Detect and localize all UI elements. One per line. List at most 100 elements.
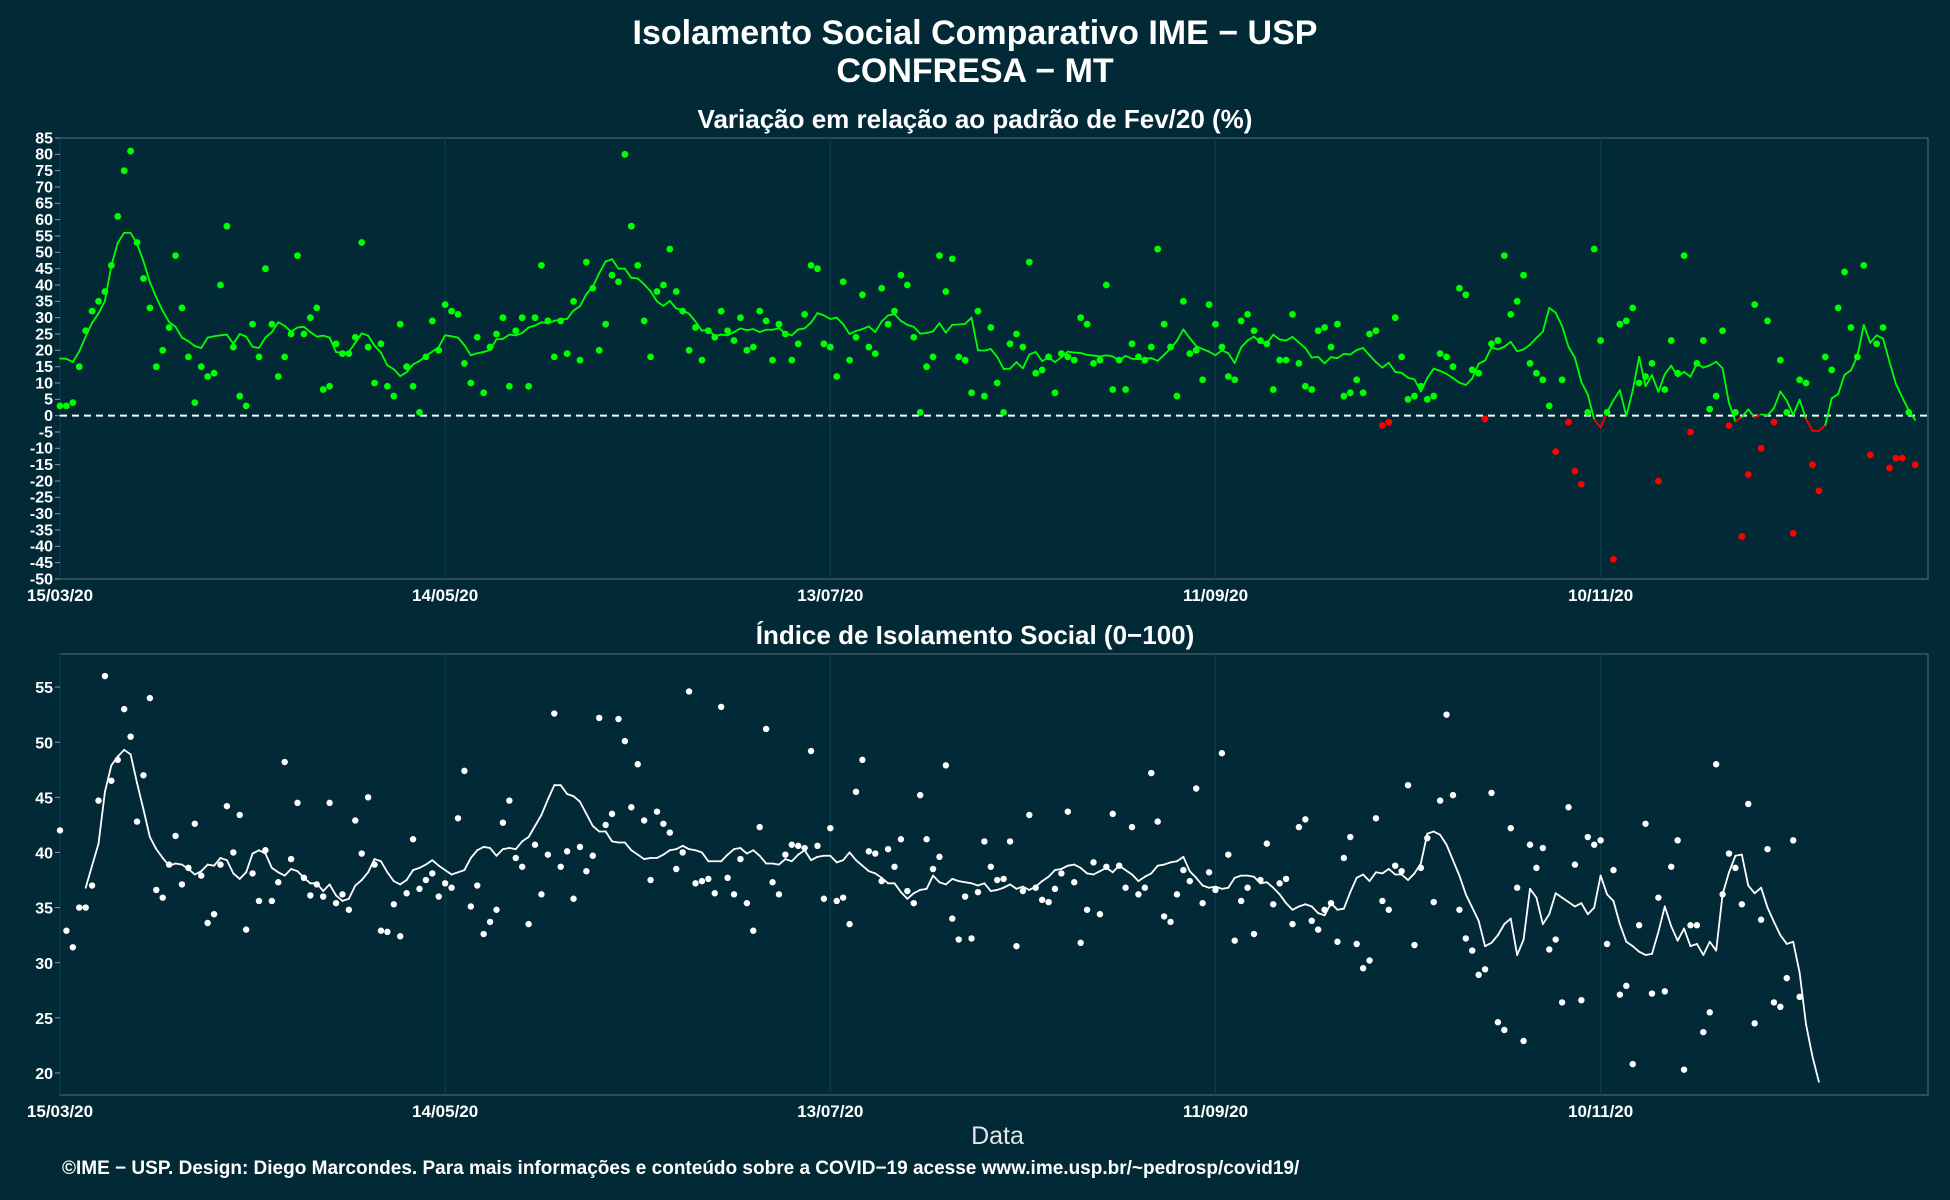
moving-average-segment: [1535, 896, 1544, 926]
data-point: [165, 861, 173, 868]
data-point: [871, 350, 879, 357]
data-point: [1160, 913, 1168, 920]
moving-average-segment: [1516, 938, 1525, 956]
data-point: [159, 894, 166, 901]
moving-average-segment: [784, 858, 793, 863]
data-point: [582, 258, 590, 266]
data-point: [801, 844, 808, 852]
moving-average-segment: [1773, 921, 1782, 937]
y-tick-label: 5: [44, 392, 53, 409]
data-point: [692, 324, 699, 331]
data-point: [1359, 965, 1367, 972]
data-point: [1295, 360, 1303, 367]
moving-average-segment: [1753, 886, 1762, 895]
data-point: [1391, 314, 1399, 322]
data-point: [1770, 999, 1778, 1006]
moving-average-segment: [656, 853, 665, 859]
moving-average-segment: [1785, 399, 1795, 416]
moving-average-segment: [1715, 893, 1724, 952]
data-point: [762, 317, 770, 325]
data-point: [1706, 1009, 1713, 1016]
data-point: [1879, 324, 1887, 331]
data-point: [660, 820, 667, 827]
moving-average-segment: [1298, 903, 1307, 908]
data-point: [1558, 376, 1566, 384]
data-point: [1173, 392, 1181, 400]
moving-average-segment: [373, 858, 382, 863]
data-point: [666, 829, 674, 836]
moving-average-segment: [1875, 334, 1884, 340]
data-point: [1526, 841, 1534, 848]
data-point: [172, 832, 179, 840]
moving-average-segment: [168, 321, 177, 328]
data-point: [1443, 711, 1450, 718]
moving-average-segment: [1342, 891, 1352, 910]
moving-average-segment: [1638, 950, 1647, 956]
moving-average-segment: [1355, 873, 1365, 879]
moving-average-segment: [514, 840, 524, 851]
moving-average-segment: [1593, 418, 1602, 429]
data-point: [576, 843, 584, 851]
data-point: [974, 307, 982, 315]
data-point: [1115, 356, 1123, 364]
variation-chart: 15/03/20 14/05/20 13/07/20 11/09/20 10/11/20…: [27, 130, 1929, 605]
data-point: [1700, 1028, 1707, 1036]
data-point: [1263, 340, 1271, 348]
moving-average-segment: [1740, 408, 1750, 418]
moving-average-segment: [1285, 336, 1294, 342]
moving-average-segment: [174, 325, 183, 339]
moving-average-segment: [1843, 369, 1852, 376]
moving-average-segment: [1220, 349, 1230, 355]
data-point: [1160, 320, 1168, 328]
data-point: [1725, 422, 1733, 429]
data-point: [1026, 811, 1033, 819]
data-point: [1346, 389, 1354, 397]
data-point: [1648, 990, 1656, 997]
moving-average-segment: [861, 325, 870, 331]
bottom-panel-title: Índice de Isolamento Social (0−100): [755, 620, 1195, 650]
data-point: [300, 330, 308, 338]
y-tick-label: -5: [39, 424, 53, 441]
data-point: [1006, 340, 1014, 348]
data-point: [1334, 938, 1341, 945]
data-point: [750, 927, 757, 934]
data-point: [422, 353, 430, 361]
moving-average-segment: [1503, 917, 1512, 926]
data-point: [1443, 353, 1450, 361]
moving-average-segment: [1586, 393, 1596, 421]
data-point: [1764, 845, 1771, 853]
data-point: [1603, 409, 1611, 416]
data-point: [1090, 859, 1097, 866]
data-point: [653, 288, 661, 295]
moving-average-segment: [1285, 902, 1294, 911]
data-point: [903, 281, 911, 289]
data-point: [249, 870, 256, 877]
moving-average-segment: [1805, 418, 1814, 432]
data-point: [390, 392, 398, 400]
data-point: [1757, 444, 1765, 452]
data-point: [698, 356, 706, 364]
data-point: [1494, 1019, 1502, 1026]
data-point: [127, 147, 135, 155]
y-tick-label: 0: [44, 408, 53, 425]
moving-average-segment: [527, 825, 536, 838]
data-point: [473, 333, 481, 341]
data-point: [88, 882, 96, 889]
data-point: [1738, 901, 1746, 908]
moving-average-segment: [1317, 355, 1326, 365]
moving-average-segment: [251, 345, 260, 349]
data-point: [839, 894, 847, 901]
moving-average-segment: [1156, 354, 1166, 362]
data-point: [724, 327, 732, 335]
data-point: [756, 823, 763, 831]
data-point: [1481, 966, 1489, 973]
moving-average-segment: [341, 897, 350, 902]
moving-average-segment: [463, 344, 472, 357]
data-point: [435, 893, 442, 900]
moving-average-segment: [1265, 881, 1275, 889]
data-point: [1642, 373, 1649, 380]
data-point: [518, 863, 526, 870]
moving-average-segment: [1182, 855, 1191, 873]
data-point: [1404, 395, 1412, 403]
moving-average-segment: [1529, 337, 1538, 346]
